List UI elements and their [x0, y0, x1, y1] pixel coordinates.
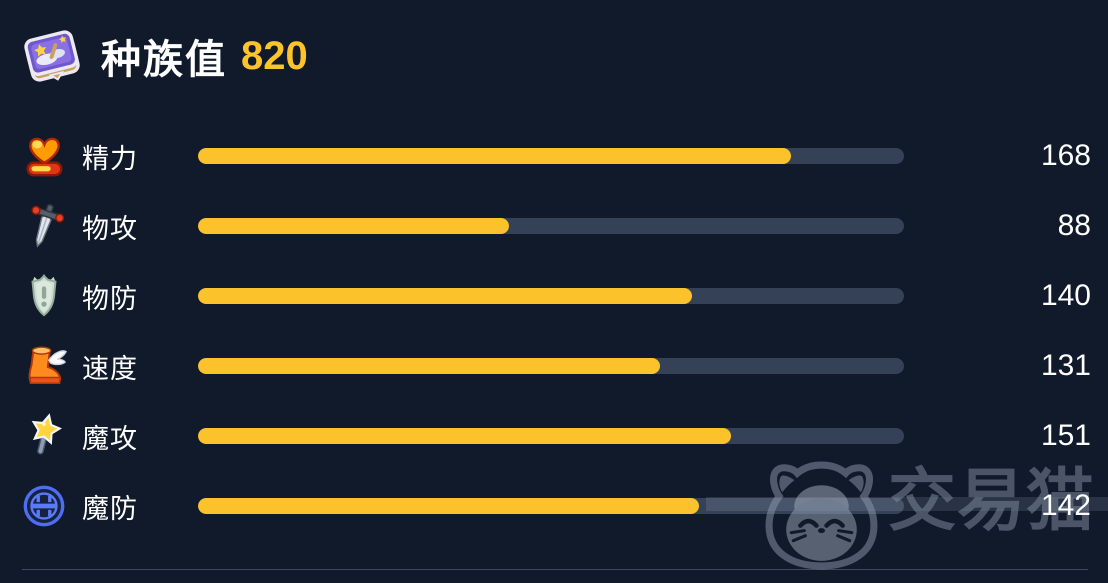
stat-value: 88 [1057, 209, 1091, 242]
stat-label: 魔攻 [82, 423, 138, 454]
physical-attack-icon [21, 203, 67, 249]
total-stat-value: 820 [241, 33, 308, 78]
stats-list: 精力 168 物攻 88 物防 140 速度 [0, 121, 1108, 541]
stat-value: 142 [1040, 489, 1091, 522]
header: 种族值 820 [21, 26, 308, 86]
stat-label: 物防 [82, 283, 138, 314]
stat-bar-track [198, 498, 904, 514]
stat-row: 魔防 142 [0, 471, 1108, 541]
magic-defense-icon [21, 483, 67, 529]
stat-bar-fill [198, 498, 700, 514]
physical-defense-icon [21, 273, 67, 319]
speed-icon [21, 343, 67, 389]
stat-bar-track [198, 148, 904, 164]
stat-bar-track [198, 288, 904, 304]
spellbook-icon [21, 26, 83, 86]
stat-label: 物攻 [82, 213, 138, 244]
stat-bar-fill [198, 358, 661, 374]
divider-line [22, 569, 1088, 570]
stat-bar-fill [198, 218, 509, 234]
stat-bar-fill [198, 148, 792, 164]
stat-row: 精力 168 [0, 121, 1108, 191]
stat-bar-track [198, 358, 904, 374]
magic-attack-icon [21, 413, 67, 459]
stat-bar-track [198, 218, 904, 234]
stat-label: 精力 [82, 143, 138, 174]
stat-row: 物防 140 [0, 261, 1108, 331]
stat-label: 速度 [82, 353, 138, 384]
stat-bar-fill [198, 428, 732, 444]
cat-logo-icon [765, 461, 878, 570]
stat-value: 131 [1040, 349, 1091, 382]
stat-bar-fill [198, 288, 693, 304]
stat-value: 140 [1040, 279, 1091, 312]
stat-row: 速度 131 [0, 331, 1108, 401]
watermark-brand: 交易猫 [888, 463, 1096, 539]
stat-bar-track [198, 428, 904, 444]
stat-value: 151 [1040, 419, 1091, 452]
energy-icon [21, 133, 67, 179]
page-title: 种族值 [101, 38, 227, 82]
stat-value: 168 [1040, 139, 1091, 172]
stat-row: 魔攻 151 [0, 401, 1108, 471]
stat-label: 魔防 [82, 493, 138, 524]
stat-row: 物攻 88 [0, 191, 1108, 261]
